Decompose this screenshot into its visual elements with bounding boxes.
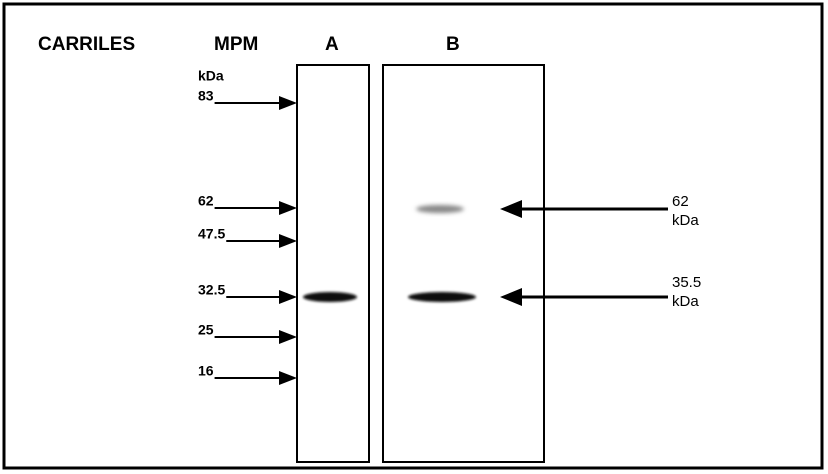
annotation-unit: kDa [672, 212, 699, 229]
annotation-value: 35.5 [672, 274, 701, 291]
lane-b [383, 65, 544, 462]
lane-a [297, 65, 369, 462]
marker-label: 32.5 [198, 282, 225, 298]
band [408, 292, 476, 302]
marker-label: 25 [198, 322, 214, 338]
marker-ladder: 83 62 47.5 32.5 25 16 [198, 88, 297, 385]
marker-arrowhead [279, 371, 297, 385]
annotation-unit: kDa [672, 293, 699, 310]
annotation-value: 62 [672, 193, 689, 210]
band [303, 292, 357, 302]
faint-band [416, 205, 464, 213]
page: {"header": {"labels": ["CARRILES", "MPM"… [0, 0, 828, 474]
marker-label: 47.5 [198, 226, 225, 242]
marker-label: 16 [198, 363, 214, 379]
marker-arrowhead [279, 96, 297, 110]
blot-figure: CARRILES MPM A B kDa 83 62 47.5 32.5 25 16 62… [0, 0, 828, 474]
marker-arrowhead [279, 330, 297, 344]
marker-label: 62 [198, 193, 214, 209]
header-label: MPM [214, 34, 258, 55]
header-label: CARRILES [38, 34, 135, 55]
marker-unit: kDa [198, 68, 224, 84]
marker-arrowhead [279, 201, 297, 215]
marker-arrowhead [279, 290, 297, 304]
header-label: B [446, 34, 460, 55]
marker-arrowhead [279, 234, 297, 248]
header-label: A [325, 34, 339, 55]
marker-label: 83 [198, 88, 214, 104]
